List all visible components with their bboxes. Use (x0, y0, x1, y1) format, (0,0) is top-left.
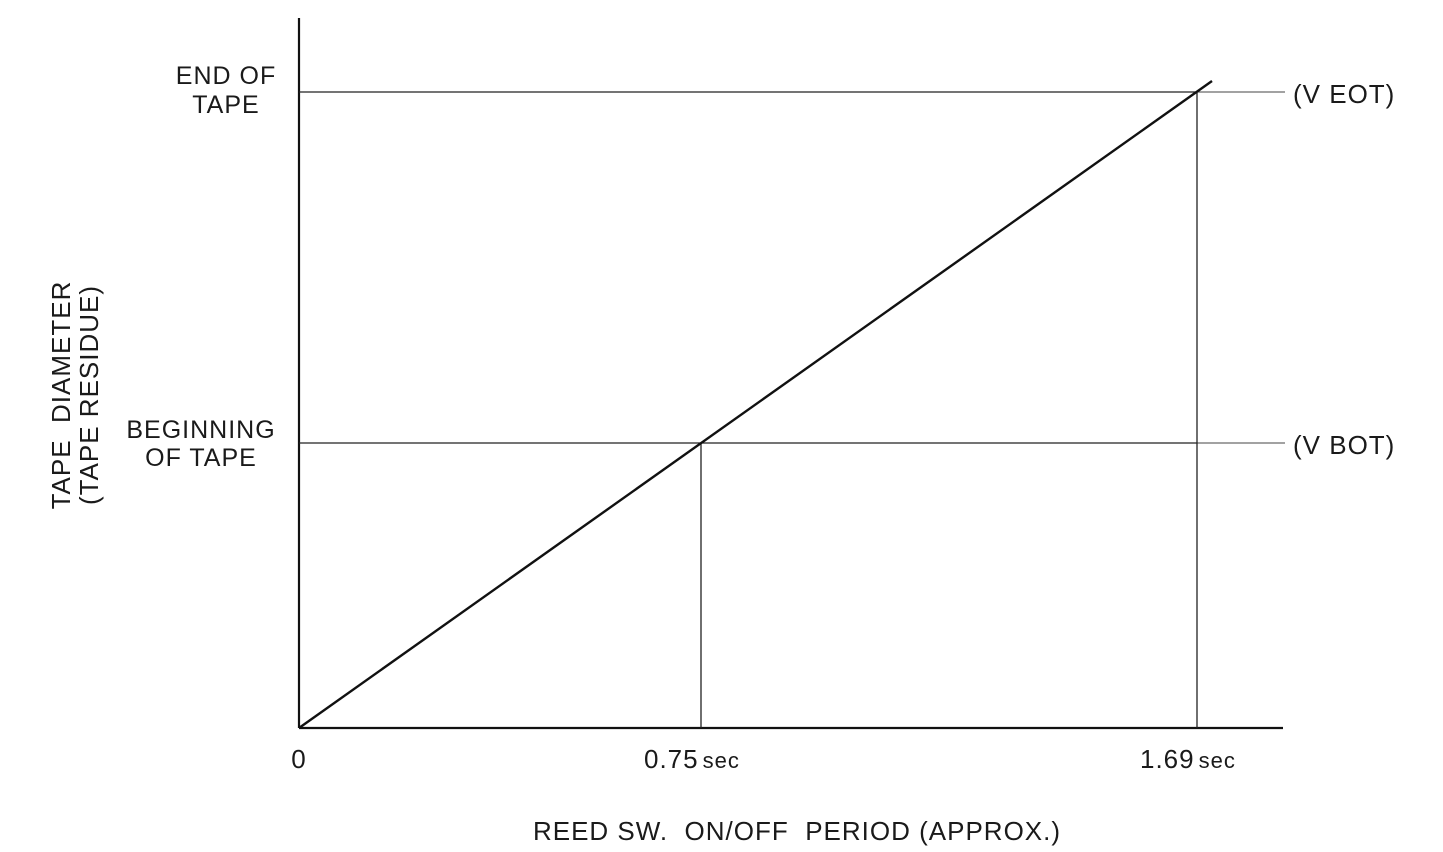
y-label-end-of-tape-line-1: END OF (176, 62, 276, 90)
y-axis-title-line-2: (TAPE RESIDUE) (74, 285, 104, 505)
y-label-end-of-tape-line-2: TAPE (192, 91, 259, 119)
x-tick-label-1-69: 1.69 sec (1140, 744, 1236, 774)
data-line (298, 80, 1213, 729)
y-label-beginning-of-tape-line-1: BEGINNING (126, 416, 275, 444)
x-tick-label-0-75: 0.75 sec (644, 744, 740, 774)
x-axis-title: REED SW. ON/OFF PERIOD (APPROX.) (533, 816, 1061, 846)
right-label-v-eot: (V EOT) (1293, 79, 1395, 109)
y-label-beginning-of-tape-line-2: OF TAPE (145, 444, 257, 472)
x-tick-label-0: 0 (291, 744, 306, 774)
right-label-v-bot: (V BOT) (1293, 430, 1395, 460)
y-axis-title-line-1: TAPE DIAMETER (46, 281, 76, 510)
